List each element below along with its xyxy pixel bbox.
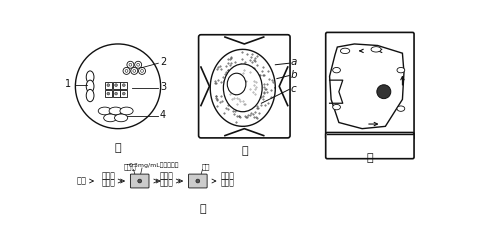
Ellipse shape [98,107,112,115]
Circle shape [131,67,138,74]
Bar [120,82,127,89]
Bar [120,90,127,97]
Circle shape [114,84,117,87]
Text: 4: 4 [160,110,166,120]
Text: a: a [291,57,297,67]
FancyBboxPatch shape [130,174,149,188]
Circle shape [129,63,132,66]
Circle shape [138,179,142,183]
Ellipse shape [371,47,381,52]
Ellipse shape [114,114,128,122]
Circle shape [107,92,110,95]
Ellipse shape [86,80,94,93]
Bar [105,82,112,89]
Circle shape [75,44,160,129]
Polygon shape [330,44,404,129]
Ellipse shape [223,64,262,112]
Text: 乙: 乙 [241,146,248,156]
FancyBboxPatch shape [189,174,207,188]
Text: 高倍镜: 高倍镜 [102,171,115,180]
Text: 下观察: 下观察 [160,178,174,187]
Text: 3: 3 [160,82,166,92]
FancyBboxPatch shape [199,35,290,138]
Circle shape [123,92,125,95]
Bar [113,82,120,89]
Text: 丙: 丙 [366,153,373,163]
Bar [113,90,120,97]
Text: 丁: 丁 [200,204,206,214]
Text: 高倍镜: 高倍镜 [160,171,174,180]
Ellipse shape [341,48,350,54]
Text: 吸水纸: 吸水纸 [124,163,137,170]
Circle shape [196,179,200,183]
Text: 下观察: 下观察 [102,178,115,187]
Text: b: b [291,70,297,80]
Ellipse shape [86,89,94,102]
Text: 0.3mg/mL的蔗糖溶液: 0.3mg/mL的蔗糖溶液 [128,162,179,168]
Circle shape [123,67,130,74]
Circle shape [127,61,134,68]
Ellipse shape [333,104,341,110]
Ellipse shape [227,73,246,95]
Text: 1: 1 [65,79,71,89]
Circle shape [114,92,117,95]
Ellipse shape [109,107,122,115]
Ellipse shape [333,67,341,73]
Circle shape [138,67,146,74]
Circle shape [137,63,139,66]
Text: 甲: 甲 [114,143,121,153]
Bar [105,90,112,97]
Circle shape [135,61,142,68]
Ellipse shape [397,106,405,111]
Text: 制片: 制片 [77,177,87,185]
Circle shape [141,69,143,72]
Circle shape [123,84,125,87]
Circle shape [133,69,136,72]
Circle shape [107,84,110,87]
Ellipse shape [120,107,133,115]
Circle shape [377,85,391,99]
Text: c: c [291,84,297,94]
Ellipse shape [397,67,405,73]
Ellipse shape [103,114,117,122]
Text: 清水: 清水 [201,163,210,170]
Text: 2: 2 [160,57,166,67]
Text: 高倍镜: 高倍镜 [220,171,234,180]
Circle shape [125,69,128,72]
FancyBboxPatch shape [326,133,414,159]
Ellipse shape [86,71,94,83]
FancyBboxPatch shape [326,32,414,139]
Text: 下观察: 下观察 [220,178,234,187]
